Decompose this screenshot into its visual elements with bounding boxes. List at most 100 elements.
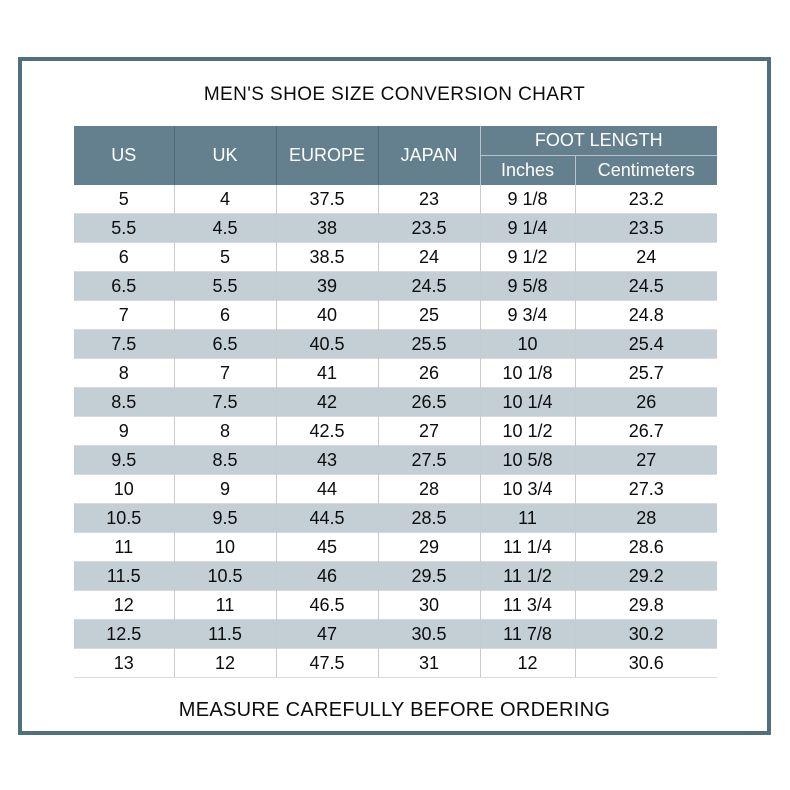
size-conversion-table: US UK EUROPE JAPAN FOOT LENGTH Inches Ce… [74,126,717,678]
table-cell: 10 1/2 [480,416,576,446]
table-cell: 39 [276,271,379,301]
table-cell: 12 [174,648,277,678]
table-cell: 30.6 [575,648,717,678]
table-cell: 30.2 [575,619,717,649]
table-cell: 9 5/8 [480,271,576,301]
table-cell: 29.2 [575,561,717,591]
table-cell: 37.5 [276,185,379,214]
table-cell: 7 [174,358,277,388]
table-cell: 27.5 [378,445,481,475]
table-cell: 28 [575,503,717,533]
table-cell: 25.4 [575,329,717,359]
table-cell: 10 [174,532,277,562]
table-cell: 26.5 [378,387,481,417]
table-cell: 42 [276,387,379,417]
table-row: 12 11 46.5 30 11 3/4 29.8 [74,590,717,620]
table-cell: 6 [174,300,277,330]
table-body: 5 4 37.5 23 9 1/8 23.2 5.5 4.5 38 23.5 9 1/4 23.5 6 5… [74,185,717,678]
table-cell: 12 [480,648,576,678]
table-row: 10 9 44 28 10 3/4 27.3 [74,474,717,504]
col-header-us: US [74,126,175,185]
table-cell: 9.5 [174,503,277,533]
table-cell: 10 3/4 [480,474,576,504]
table-cell: 9 1/2 [480,242,576,272]
table-cell: 9.5 [74,445,175,475]
table-row: 12.5 11.5 47 30.5 11 7/8 30.2 [74,619,717,649]
table-row: 9.5 8.5 43 27.5 10 5/8 27 [74,445,717,475]
table-cell: 9 [74,416,175,446]
table-cell: 11 [480,503,576,533]
table-cell: 5.5 [174,271,277,301]
table-cell: 10 [480,329,576,359]
table-row: 11.5 10.5 46 29.5 11 1/2 29.2 [74,561,717,591]
table-cell: 40 [276,300,379,330]
table-cell: 43 [276,445,379,475]
table-cell: 10 1/4 [480,387,576,417]
col-header-uk: UK [174,126,277,185]
table-cell: 28.6 [575,532,717,562]
table-cell: 10 5/8 [480,445,576,475]
table-cell: 24.5 [575,271,717,301]
table-cell: 23.2 [628,188,664,209]
table-cell: 30 [378,590,481,620]
table-cell: 7 [74,300,175,330]
col-header-europe: EUROPE [276,126,379,185]
table-cell: 23.5 [378,213,481,243]
table-cell: 28.5 [378,503,481,533]
table-cell: 44 [276,474,379,504]
table-cell: 5 [74,185,175,214]
table-cell: 10 1/8 [480,358,576,388]
table-row: 7 6 40 25 9 3/4 24.8 [74,300,717,330]
table-row: 9 8 42.5 27 10 1/2 26.7 [74,416,717,446]
table-row: 6 5 38.5 24 9 1/2 24 [74,242,717,272]
table-cell: 11.5 [74,561,175,591]
table-row: 6.5 5.5 39 24.5 9 5/8 24.5 [74,271,717,301]
col-group-foot-length: FOOT LENGTH [480,126,717,156]
table-cell: 9 3/4 [480,300,576,330]
table-cell: 41 [276,358,379,388]
chart-title: MEN'S SHOE SIZE CONVERSION CHART [203,84,586,105]
table-cell: 24.8 [575,300,717,330]
table-row: 5.5 4.5 38 23.5 9 1/4 23.5 [74,213,717,243]
table-cell: 8 [74,358,175,388]
table-cell: 23.5 [575,213,717,243]
header-row-group: US UK EUROPE JAPAN FOOT LENGTH [74,126,717,185]
table-cell: 8.5 [174,445,277,475]
table-cell: 11 [74,532,175,562]
table-cell: 47.5 [276,648,379,678]
table-cell: 9 1/8 [480,185,576,214]
table-cell: 11 7/8 [480,619,576,649]
table-cell: 12 [74,590,175,620]
table-cell: 29 [378,532,481,562]
table-cell: 10.5 [174,561,277,591]
table-row: 8 7 41 26 10 1/8 25.7 [74,358,717,388]
table-cell: 27 [575,445,717,475]
table-row: 13 12 47.5 31 12 30.6 [74,648,717,678]
table-cell: 46 [276,561,379,591]
table-cell: 38.5 [276,242,379,272]
table-cell: 9 1/4 [480,213,576,243]
table-cell: 31 [378,648,481,678]
table-cell: 11 1/2 [480,561,576,591]
table-cell: 4.5 [174,213,277,243]
table-cell: 4 [174,185,277,214]
table-cell: 11 [174,590,277,620]
chart-frame: MEN'S SHOE SIZE CONVERSION CHART US UK E… [18,57,771,735]
table-cell: 24.5 [378,271,481,301]
table-cell: 6.5 [74,271,175,301]
table-row: 5 4 37.5 23 9 1/8 23.2 [74,185,717,214]
table-cell: 27.3 [575,474,717,504]
table-cell: 12.5 [74,619,175,649]
table-cell: 6.5 [174,329,277,359]
table-cell: 5.5 [74,213,175,243]
table-cell: 24 [378,242,481,272]
footer-note: MEASURE CAREFULLY BEFORE ORDERING [178,699,611,721]
table-cell: 28 [378,474,481,504]
table-cell: 27 [378,416,481,446]
table-cell: 8.5 [74,387,175,417]
table-cell: 9 [174,474,277,504]
table-cell: 24 [575,242,717,272]
col-header-inches: Inches [480,155,576,185]
table-cell: 26 [378,358,481,388]
